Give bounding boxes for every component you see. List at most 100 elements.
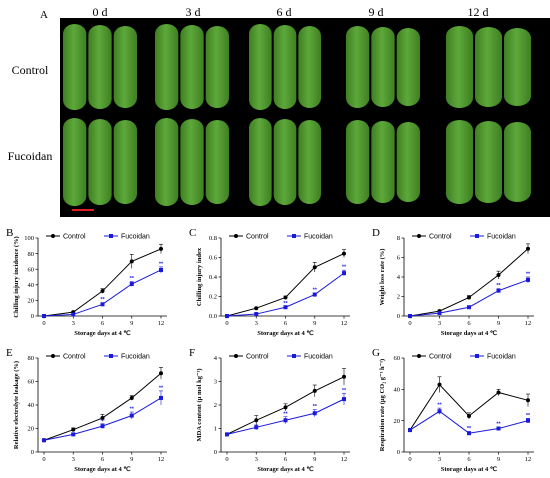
data-point (129, 282, 134, 287)
significance-mark: ** (496, 421, 501, 427)
data-point (496, 273, 501, 278)
y-tick-label: 80 (28, 355, 35, 362)
y-tick-label: 0 (397, 313, 400, 320)
x-tick-label: 0 (42, 320, 45, 327)
panel-label: D (372, 227, 380, 239)
x-tick-label: 3 (255, 320, 258, 327)
data-point (159, 371, 163, 376)
data-point (100, 424, 105, 429)
cucumber (88, 119, 112, 205)
x-tick-label: 0 (225, 456, 228, 463)
x-axis-label: Storage days at 4 ℃ (257, 329, 314, 337)
cucumber (475, 27, 502, 107)
data-point (312, 388, 317, 393)
cucumber (475, 121, 502, 203)
day-label: 9 d (369, 5, 384, 19)
data-point (71, 427, 76, 432)
data-point (254, 418, 259, 423)
data-point (225, 432, 229, 437)
y-tick-label: 6 (397, 255, 401, 262)
significance-mark: ** (313, 288, 318, 294)
significance-mark: ** (130, 276, 135, 282)
x-axis-label: Storage days at 4 ℃ (74, 465, 131, 473)
legend-label: Control (429, 354, 452, 361)
data-point (159, 267, 163, 272)
significance-mark: ** (313, 404, 318, 410)
cucumber (88, 25, 112, 109)
x-tick-label: 6 (284, 320, 288, 327)
cucumber (396, 28, 420, 106)
x-tick-label: 9 (497, 456, 500, 463)
y-tick-label: 100 (24, 235, 34, 242)
y-tick-label: 0.6 (209, 255, 218, 262)
data-point (312, 265, 317, 270)
x-tick-label: 6 (467, 456, 471, 463)
cucumber (298, 120, 321, 204)
y-axis-label: Chilling injury incidence (%) (13, 236, 20, 317)
panel-label: B (6, 227, 13, 239)
x-tick-label: 3 (438, 320, 441, 327)
x-tick-label: 0 (225, 320, 228, 327)
significance-mark: ** (159, 261, 164, 267)
panel-label: C (189, 227, 196, 239)
data-point (437, 311, 442, 316)
x-tick-label: 6 (101, 320, 105, 327)
legend-label: Control (429, 234, 452, 241)
y-axis-label: MDA content (μ mol kg⁻¹) (196, 369, 203, 442)
y-tick-label: 20 (394, 418, 401, 425)
significance-mark: ** (159, 385, 164, 391)
series-line (43, 372, 162, 441)
data-point (283, 295, 288, 300)
treatment-row-labels: Control Fucoidan (8, 63, 53, 163)
data-point (408, 314, 412, 318)
y-tick-label: 4 (214, 355, 218, 362)
data-point (71, 312, 76, 317)
data-point (437, 409, 442, 414)
day-labels: 0 d 3 d 6 d 9 d 12 d (93, 5, 489, 19)
y-tick-label: 1 (214, 426, 217, 433)
y-tick-label: 8 (397, 235, 400, 242)
data-point (312, 292, 317, 297)
data-point (496, 426, 501, 431)
legend-label: Control (63, 234, 86, 241)
y-tick-label: 0.0 (209, 313, 217, 320)
y-tick-label: 0 (31, 313, 34, 320)
panel-label: G (372, 347, 380, 359)
day-label: 0 d (93, 5, 108, 19)
cucumber (155, 24, 179, 110)
legend-marker (51, 234, 55, 238)
legend-label: Fucoidan (121, 234, 150, 241)
data-point (254, 312, 259, 317)
data-point (100, 415, 105, 420)
data-point (526, 398, 530, 403)
legend-label: Fucoidan (304, 354, 333, 361)
chart-weight-loss-rate: D 0 2 4 6 8 0 3 6 9 12 Storage days at 4 ℃ Weight lo… (372, 227, 534, 337)
x-tick-label: 12 (525, 320, 532, 327)
data-point (159, 246, 163, 251)
data-point (254, 425, 259, 430)
data-point (42, 314, 46, 318)
significance-mark: ** (526, 272, 531, 278)
row-label: Control (12, 63, 49, 77)
y-tick-label: 0 (31, 449, 34, 456)
cucumber (371, 27, 395, 107)
data-point (283, 418, 288, 423)
y-tick-label: 20 (28, 426, 35, 433)
data-point (254, 306, 259, 311)
legend-label: Control (246, 354, 269, 361)
y-tick-label: 0.8 (209, 235, 217, 242)
y-tick-label: 80 (28, 251, 35, 258)
y-tick-label: 60 (394, 355, 401, 362)
y-tick-label: 40 (394, 387, 401, 394)
data-point (42, 438, 46, 443)
x-tick-label: 0 (42, 456, 45, 463)
cucumber (180, 25, 204, 109)
data-point (312, 411, 317, 416)
significance-mark: ** (342, 265, 347, 271)
x-axis-label: Storage days at 4 ℃ (257, 465, 314, 473)
x-tick-label: 3 (72, 456, 75, 463)
cucumber (249, 118, 272, 206)
legend-marker (234, 234, 238, 238)
legend-label: Control (63, 354, 86, 361)
